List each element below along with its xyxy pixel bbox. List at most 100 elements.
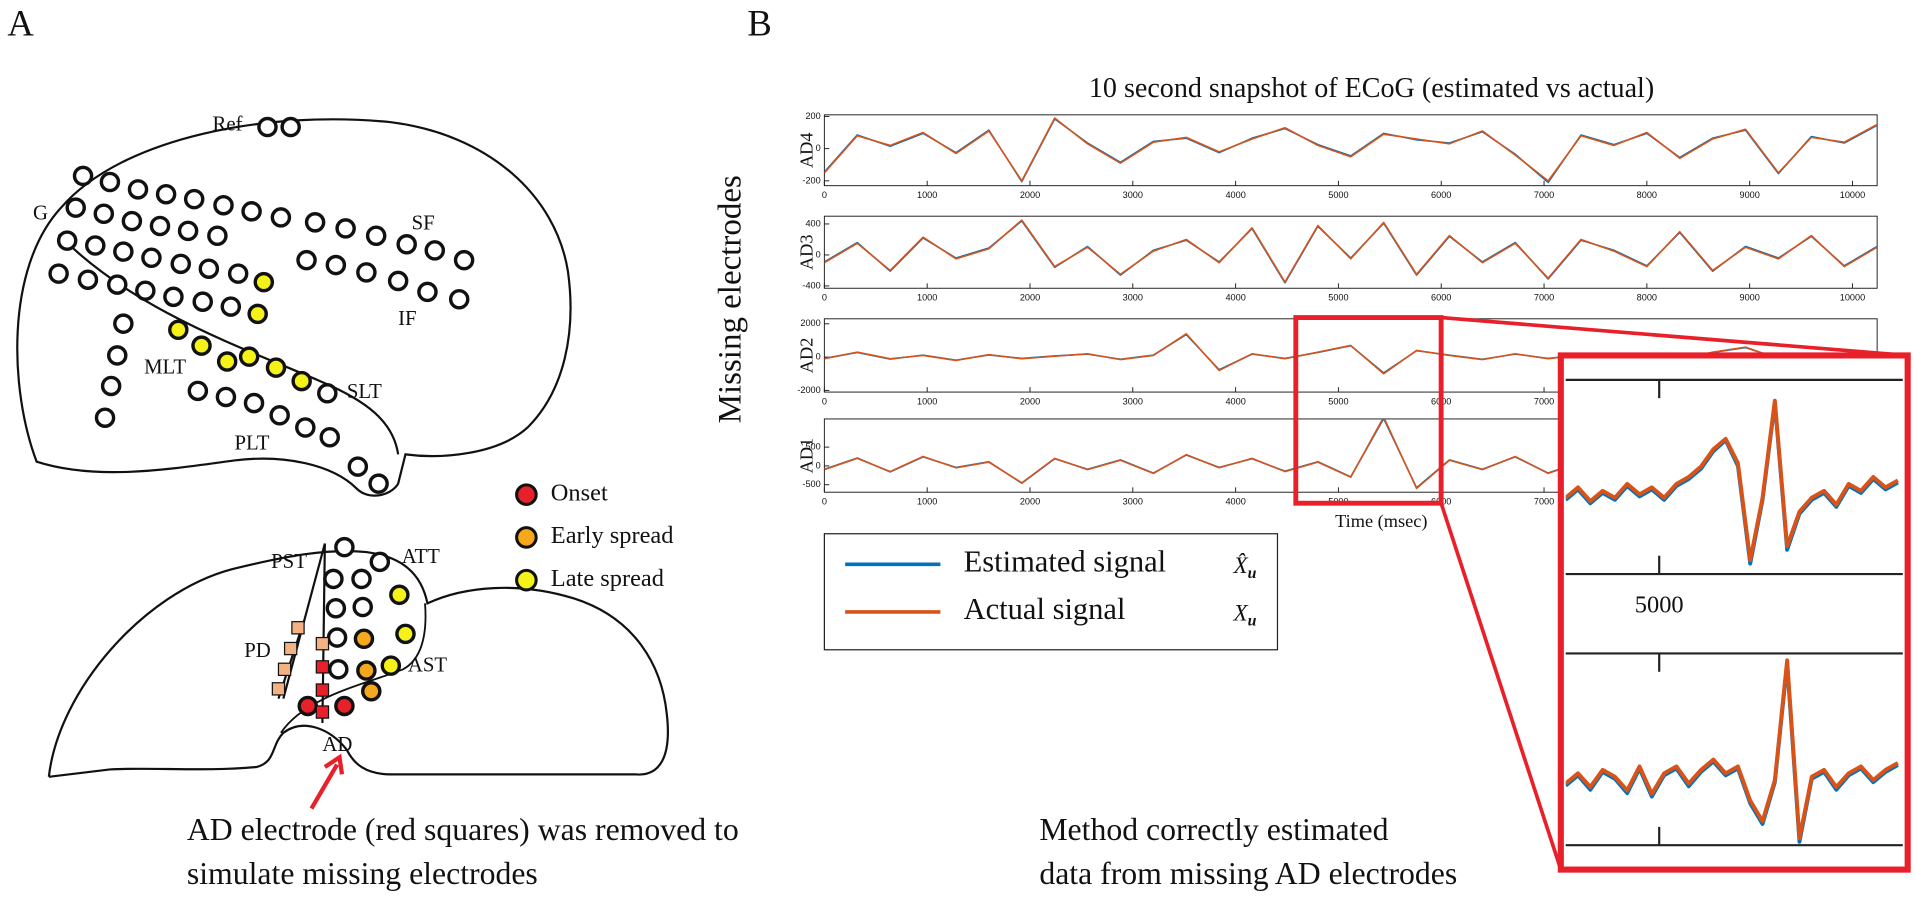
electrode-label: G — [33, 203, 48, 225]
electrode — [121, 210, 143, 232]
electrode — [243, 392, 265, 414]
electrode — [113, 313, 134, 334]
y-tick-label: 0 — [816, 352, 821, 362]
electrode — [247, 303, 268, 325]
electrode — [417, 281, 438, 303]
electrode — [99, 171, 121, 193]
signal-line — [824, 219, 1878, 283]
electrode — [94, 407, 116, 428]
electrode — [187, 380, 209, 402]
subscript: u — [1248, 612, 1257, 629]
x-tick-label: 5000 — [1328, 396, 1348, 406]
electrode — [356, 262, 377, 283]
x-tick-label: 10000 — [1840, 292, 1865, 302]
x-tick-label: 7000 — [1534, 292, 1554, 302]
electrode — [291, 370, 312, 392]
electrode — [93, 203, 115, 225]
inset-frame — [1557, 352, 1911, 873]
legend-symbol: Xu — [1233, 601, 1257, 629]
electrode — [351, 568, 372, 590]
y-tick-label: 400 — [805, 218, 820, 228]
y-tick-label: -2000 — [797, 385, 820, 395]
x-tick-label: 1000 — [917, 496, 937, 506]
zoom-connector — [1440, 315, 1908, 358]
electrode — [72, 165, 94, 187]
electrode — [335, 218, 356, 239]
x-tick-label: 0 — [822, 396, 827, 406]
signal-line — [824, 117, 1878, 182]
y-tick-label: 0 — [816, 143, 821, 153]
y-tick-label: 500 — [805, 442, 820, 452]
zoom-connector — [1439, 502, 1563, 871]
electrode — [424, 240, 446, 261]
x-tick-label: 4000 — [1225, 292, 1245, 302]
electrode — [198, 258, 220, 279]
electrode — [296, 249, 317, 271]
electrode-label: IF — [398, 308, 416, 330]
electrode-label: ATT — [402, 546, 440, 568]
ad-electrode — [315, 705, 330, 719]
x-tick-label: 0 — [822, 292, 827, 302]
zoom-overlay — [1293, 315, 1911, 873]
zoom-box — [1293, 315, 1444, 506]
electrode — [170, 253, 192, 275]
brain-lateral — [16, 118, 572, 497]
x-tick-label: 4000 — [1225, 496, 1245, 506]
strip-electrode — [291, 621, 305, 635]
y-axis-label: AD4 — [797, 132, 817, 168]
electrode — [453, 249, 475, 271]
strip-electrode — [283, 641, 298, 656]
y-tick-label: 0 — [816, 249, 821, 259]
signal-line — [824, 220, 1878, 284]
y-tick-label: 0 — [816, 460, 821, 470]
y-tick-label: 2000 — [800, 318, 820, 328]
symbol: X̂ — [1233, 553, 1249, 580]
electrode — [227, 263, 249, 284]
electrode — [141, 247, 162, 268]
x-tick-label: 0 — [822, 190, 827, 200]
signal-line — [1565, 398, 1899, 563]
electrode-label: MLT — [144, 357, 186, 379]
plot-frame — [823, 114, 1878, 187]
legend-marker — [515, 526, 538, 549]
legend-symbol: X̂u — [1233, 553, 1257, 582]
electrode — [326, 627, 348, 648]
electrode — [113, 241, 134, 262]
electrode — [220, 296, 242, 317]
legend-marker — [515, 568, 538, 592]
electrode — [317, 383, 338, 404]
electrode-label: SLT — [347, 381, 382, 403]
electrode — [65, 197, 86, 218]
electrode — [215, 386, 237, 408]
ad-electrode — [315, 683, 330, 697]
x-tick-label: 2000 — [1020, 396, 1040, 406]
electrode — [191, 335, 212, 356]
electrode — [106, 345, 128, 366]
plot-frame — [823, 215, 1878, 289]
caption: Method correctly estimated — [1039, 812, 1388, 847]
electrode — [269, 405, 290, 426]
brain-mesial — [47, 550, 669, 778]
symbol: X — [1233, 601, 1249, 627]
electrode — [325, 597, 347, 619]
electrode — [127, 179, 149, 200]
legend-label: Onset — [551, 479, 608, 506]
electrode — [85, 235, 106, 256]
x-tick-label: 3000 — [1123, 396, 1143, 406]
electrode — [149, 215, 171, 237]
electrode-label: PLT — [234, 432, 269, 454]
x-tick-label: 3000 — [1123, 496, 1143, 506]
electrode — [323, 568, 344, 590]
inset-plots: 5000 — [1565, 378, 1903, 847]
electrode — [253, 271, 275, 293]
y-tick-label: -400 — [802, 280, 820, 290]
electrode — [155, 183, 177, 205]
x-tick-label: 1000 — [917, 190, 937, 200]
electrode — [56, 230, 78, 251]
electrode — [238, 346, 260, 367]
electrode — [213, 194, 234, 216]
electrode — [163, 286, 184, 308]
